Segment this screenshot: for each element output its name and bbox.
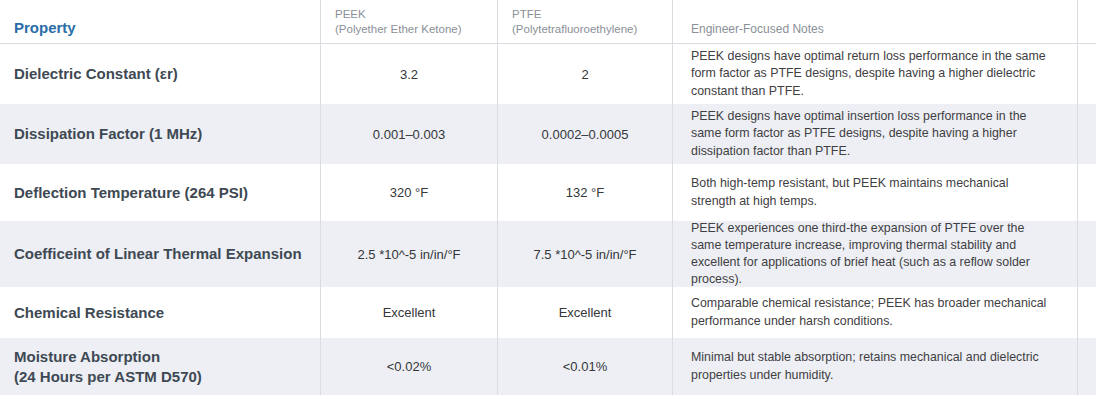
property-label: Chemical Resistance	[14, 303, 164, 323]
table-row-chemical-resistance: Chemical Resistance Excellent Excellent …	[0, 287, 1096, 338]
ptfe-column-subtitle: (Polytetrafluoroethylene)	[512, 22, 637, 38]
notes-text: PEEK designs have optimal insertion loss…	[691, 108, 1055, 159]
notes-text: Minimal but stable absorption; retains m…	[691, 349, 1055, 383]
property-label: Deflection Temperature (264 PSI)	[14, 183, 248, 203]
property-label: Dielectric Constant (εr)	[14, 64, 178, 84]
material-comparison-table: Property PEEK (Polyether Ether Ketone) P…	[0, 0, 1096, 400]
notes-text: Comparable chemical resistance; PEEK has…	[691, 295, 1055, 329]
notes-cell: PEEK designs have optimal return loss pe…	[672, 44, 1078, 104]
ptfe-value: 0.0002–0.0005	[497, 104, 672, 164]
column-header-peek-cell: PEEK (Polyether Ether Ketone)	[320, 0, 497, 43]
row-filler	[1078, 104, 1096, 164]
row-filler	[1078, 44, 1096, 104]
property-cell: Coefficeint of Linear Thermal Expansion	[0, 221, 320, 287]
property-cell: Deflection Temperature (264 PSI)	[0, 164, 320, 221]
ptfe-value: 132 °F	[497, 164, 672, 221]
peek-value: 320 °F	[320, 164, 497, 221]
ptfe-value: Excellent	[497, 287, 672, 338]
ptfe-value: 7.5 *10^-5 in/in/°F	[497, 221, 672, 287]
notes-cell: PEEK designs have optimal insertion loss…	[672, 104, 1078, 164]
row-filler	[1078, 221, 1096, 287]
notes-text: PEEK designs have optimal return loss pe…	[691, 48, 1055, 99]
ptfe-value: <0.01%	[497, 338, 672, 395]
column-header-property-cell: Property	[0, 0, 320, 43]
notes-text: PEEK experiences one third-the expansion…	[691, 220, 1055, 288]
table-header-row: Property PEEK (Polyether Ether Ketone) P…	[0, 0, 1096, 44]
property-label: Coefficeint of Linear Thermal Expansion	[14, 244, 302, 264]
row-filler	[1078, 287, 1096, 338]
peek-value: 0.001–0.003	[320, 104, 497, 164]
property-label: Moisture Absorption (24 Hours per ASTM D…	[14, 347, 202, 386]
table-row-dissipation-factor: Dissipation Factor (1 MHz) 0.001–0.003 0…	[0, 104, 1096, 164]
table-row-moisture-absorption: Moisture Absorption (24 Hours per ASTM D…	[0, 338, 1096, 395]
peek-column-title: PEEK	[335, 7, 462, 23]
row-filler	[1078, 164, 1096, 221]
notes-cell: Minimal but stable absorption; retains m…	[672, 338, 1078, 395]
ptfe-column-title: PTFE	[512, 7, 637, 23]
column-header-notes: Engineer-Focused Notes	[691, 22, 824, 36]
notes-cell: Both high-temp resistant, but PEEK maint…	[672, 164, 1078, 221]
row-filler	[1078, 338, 1096, 395]
peek-column-subtitle: (Polyether Ether Ketone)	[335, 22, 462, 38]
column-header-property: Property	[14, 19, 76, 36]
column-header-ptfe-cell: PTFE (Polytetrafluoroethylene)	[497, 0, 672, 43]
column-header-peek: PEEK (Polyether Ether Ketone)	[335, 7, 462, 38]
table-row-deflection-temperature: Deflection Temperature (264 PSI) 320 °F …	[0, 164, 1096, 221]
peek-value: 3.2	[320, 44, 497, 104]
notes-text: Both high-temp resistant, but PEEK maint…	[691, 175, 1055, 209]
property-cell: Chemical Resistance	[0, 287, 320, 338]
property-cell: Dielectric Constant (εr)	[0, 44, 320, 104]
column-header-ptfe: PTFE (Polytetrafluoroethylene)	[512, 7, 637, 38]
property-cell: Moisture Absorption (24 Hours per ASTM D…	[0, 338, 320, 395]
notes-cell: PEEK experiences one third-the expansion…	[672, 221, 1078, 287]
property-cell: Dissipation Factor (1 MHz)	[0, 104, 320, 164]
peek-value: 2.5 *10^-5 in/in/°F	[320, 221, 497, 287]
peek-value: Excellent	[320, 287, 497, 338]
property-label: Dissipation Factor (1 MHz)	[14, 124, 202, 144]
table-row-dielectric-constant: Dielectric Constant (εr) 3.2 2 PEEK desi…	[0, 44, 1096, 104]
header-filler	[1078, 0, 1096, 43]
notes-cell: Comparable chemical resistance; PEEK has…	[672, 287, 1078, 338]
column-header-notes-cell: Engineer-Focused Notes	[672, 0, 1078, 43]
ptfe-value: 2	[497, 44, 672, 104]
table-row-thermal-expansion: Coefficeint of Linear Thermal Expansion …	[0, 221, 1096, 287]
peek-value: <0.02%	[320, 338, 497, 395]
